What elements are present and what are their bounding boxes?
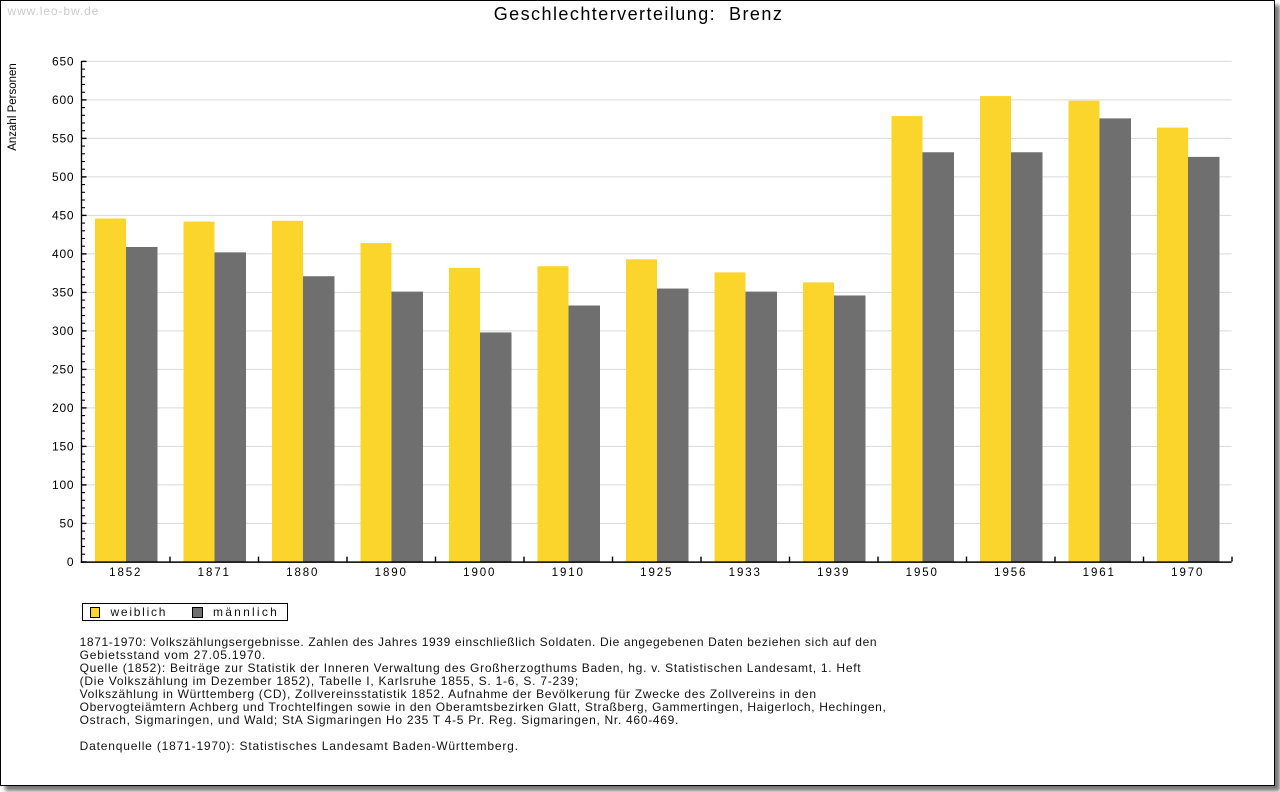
svg-text:1970: 1970	[1171, 567, 1204, 579]
svg-text:1910: 1910	[552, 567, 585, 579]
svg-text:100: 100	[52, 478, 74, 492]
svg-text:650: 650	[52, 55, 74, 69]
svg-text:1950: 1950	[906, 567, 939, 579]
svg-text:350: 350	[52, 286, 74, 300]
svg-text:50: 50	[59, 517, 74, 531]
svg-text:1925: 1925	[640, 567, 673, 579]
svg-text:1900: 1900	[463, 567, 496, 579]
svg-text:1852: 1852	[109, 567, 142, 579]
svg-text:1939: 1939	[817, 567, 850, 579]
svg-text:300: 300	[52, 324, 74, 338]
svg-text:500: 500	[52, 170, 74, 184]
svg-text:1871: 1871	[198, 567, 231, 579]
svg-text:600: 600	[52, 93, 74, 107]
svg-text:1956: 1956	[994, 567, 1027, 579]
svg-text:1933: 1933	[729, 567, 762, 579]
svg-text:1961: 1961	[1083, 567, 1116, 579]
svg-text:200: 200	[52, 401, 74, 415]
svg-text:1890: 1890	[375, 567, 408, 579]
svg-text:1880: 1880	[286, 567, 319, 579]
svg-text:550: 550	[52, 132, 74, 146]
svg-text:450: 450	[52, 209, 74, 223]
svg-text:250: 250	[52, 363, 74, 377]
svg-text:400: 400	[52, 247, 74, 261]
svg-text:0: 0	[67, 555, 74, 569]
svg-text:Anzahl Personen: Anzahl Personen	[7, 63, 19, 151]
svg-text:150: 150	[52, 440, 74, 454]
